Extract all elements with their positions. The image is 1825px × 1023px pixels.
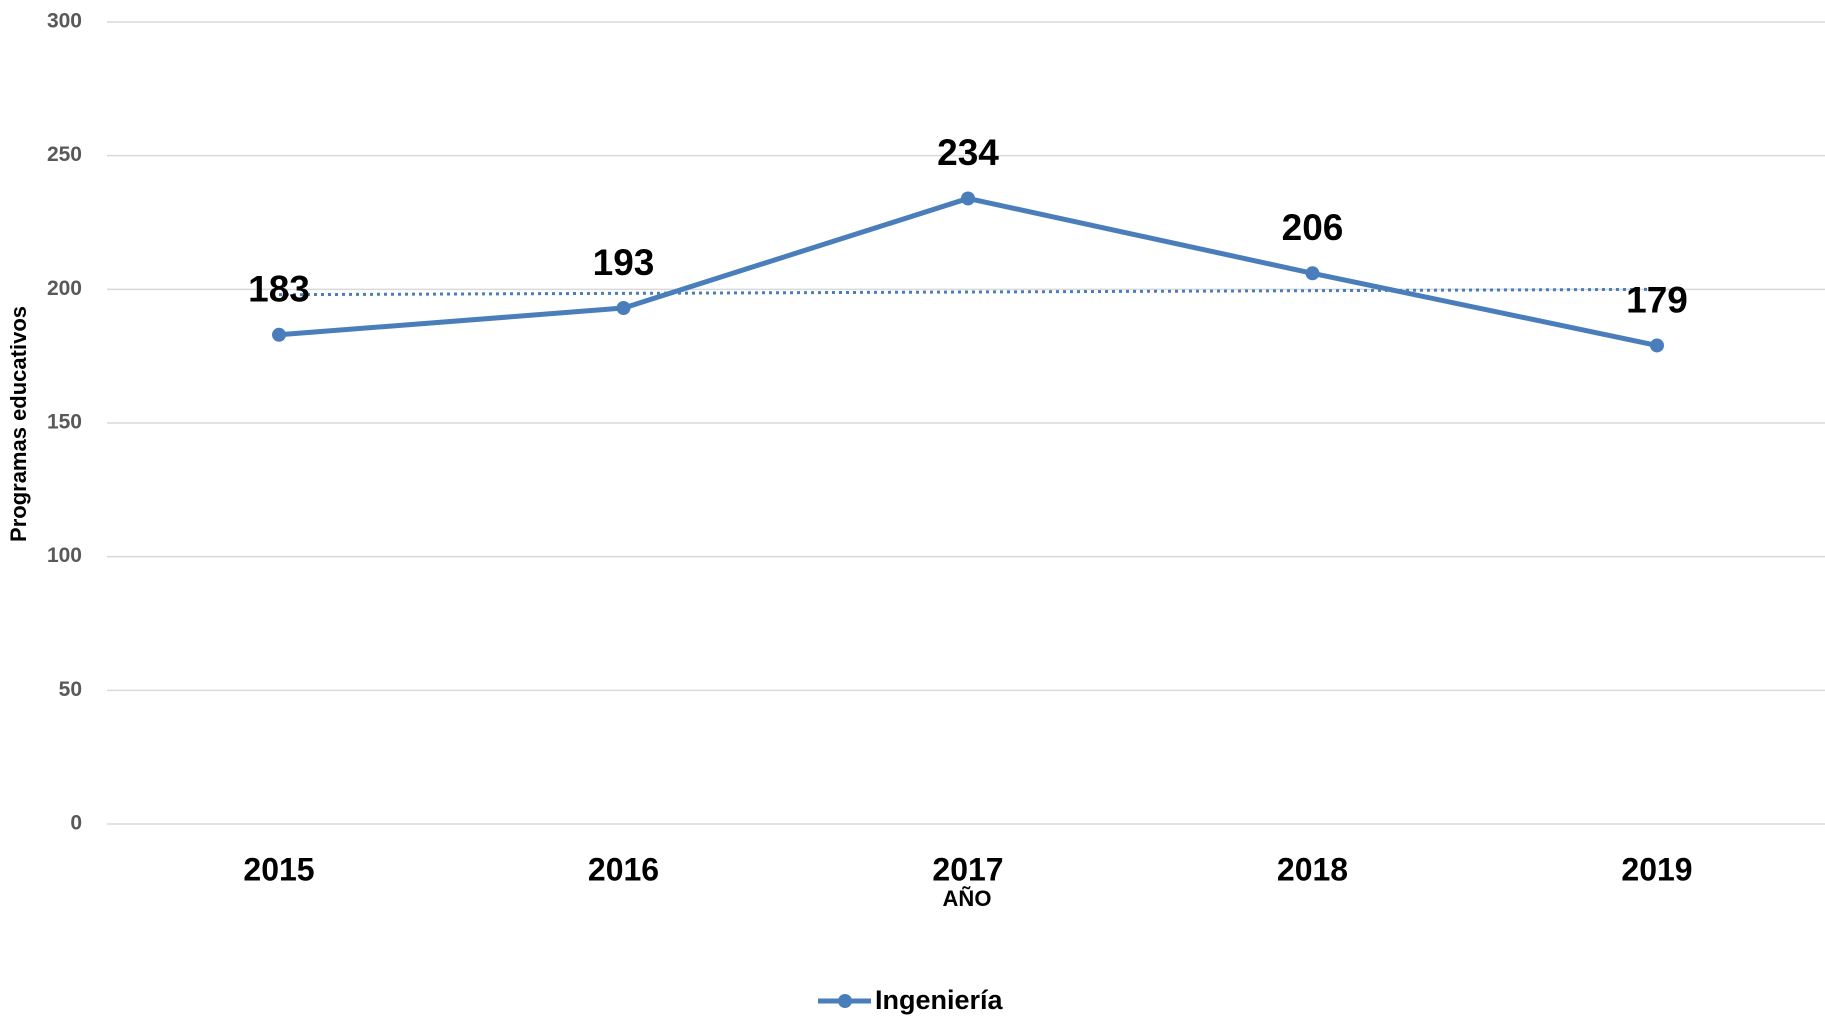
legend-marker [838, 994, 852, 1008]
y-tick-label: 150 [47, 411, 82, 434]
y-tick-label: 200 [47, 277, 82, 300]
y-tick-label: 300 [47, 10, 82, 33]
data-point [1650, 338, 1664, 353]
data-label: 183 [248, 269, 310, 310]
y-axis-label: Programas educativos [6, 306, 31, 542]
data-label: 193 [593, 242, 655, 283]
data-line [278, 195, 1658, 348]
data-label: 206 [1282, 207, 1344, 248]
x-tick-label: 2019 [1621, 851, 1692, 887]
y-tick-label: 50 [59, 678, 82, 701]
y-tick-label: 250 [47, 143, 82, 166]
data-point [1305, 266, 1320, 281]
y-tick-label: 0 [70, 812, 82, 835]
x-tick-label: 2017 [932, 851, 1003, 887]
x-tick-label: 2016 [588, 851, 659, 887]
data-point [272, 327, 286, 342]
trendline [278, 287, 1658, 297]
legend-label: Ingeniería [875, 985, 1004, 1015]
data-point [616, 301, 631, 316]
data-point [961, 191, 975, 206]
y-tick-label: 100 [47, 544, 82, 567]
data-label: 179 [1626, 279, 1688, 320]
x-tick-label: 2018 [1277, 851, 1348, 887]
x-tick-label: 2015 [243, 851, 314, 887]
data-label: 234 [937, 132, 999, 173]
x-axis-label: AÑO [943, 886, 992, 911]
